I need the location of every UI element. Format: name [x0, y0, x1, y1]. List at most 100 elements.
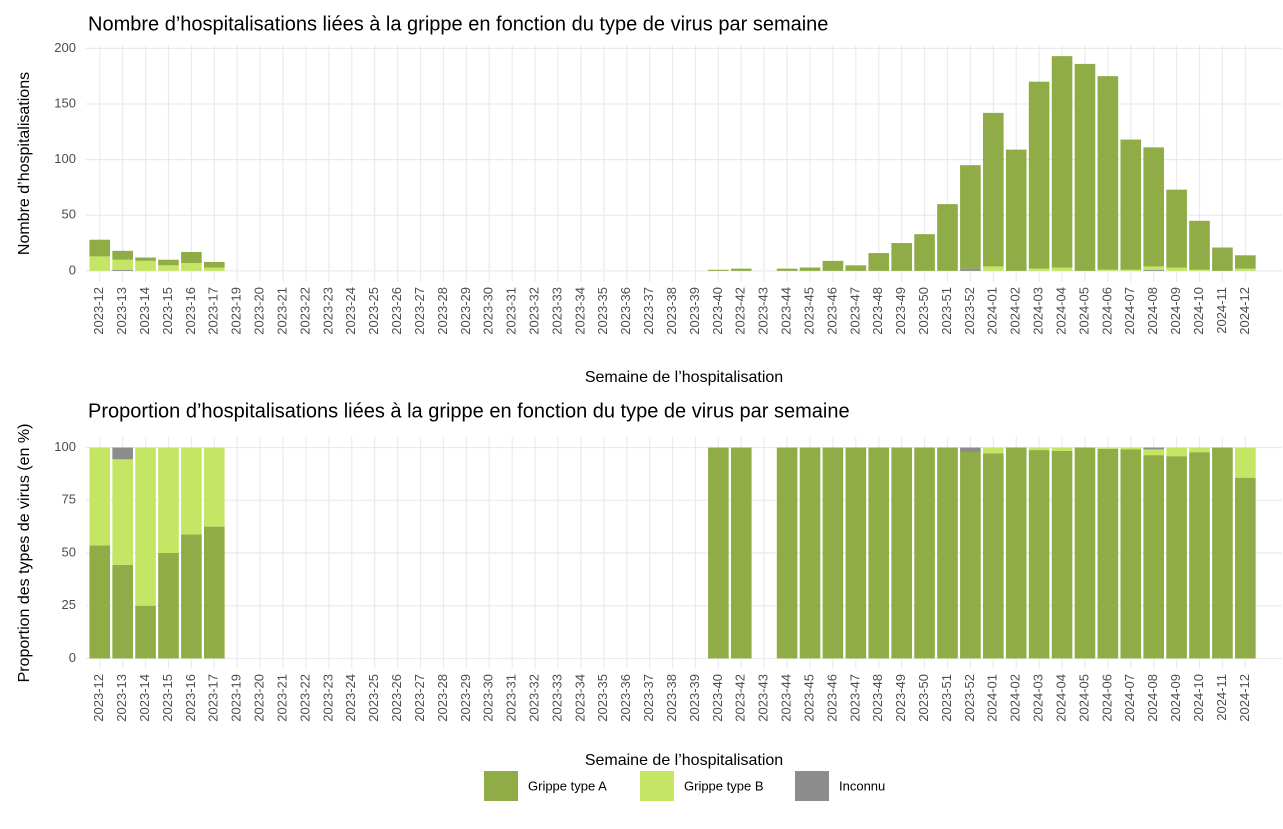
x-tick-label: 2023-46	[824, 287, 839, 335]
bar-segment	[799, 447, 821, 659]
bar-segment	[845, 265, 867, 271]
x-tick-label: 2023-30	[481, 287, 496, 335]
bar-segment	[1235, 255, 1256, 269]
bar-segment	[708, 269, 729, 271]
bar-segment	[1051, 450, 1073, 659]
bar-segment	[203, 526, 225, 659]
bar-segment	[1166, 267, 1187, 271]
bar-segment	[1097, 447, 1119, 449]
bar-segment	[181, 534, 202, 659]
x-tick-label: 2023-24	[343, 674, 358, 722]
x-tick-label: 2024-11	[1214, 287, 1229, 334]
x-tick-label: 2023-22	[297, 674, 312, 722]
bar-segment	[868, 253, 890, 271]
x-tick-label: 2023-17	[206, 674, 221, 722]
bar-segment	[1166, 456, 1187, 659]
x-tick-label: 2023-34	[572, 674, 587, 722]
x-tick-label: 2024-09	[1168, 287, 1183, 335]
bar-segment	[891, 243, 912, 271]
x-tick-label: 2023-52	[962, 287, 977, 335]
bar-segment	[1189, 269, 1210, 271]
y-tick-label: 100	[54, 151, 76, 166]
x-tick-label: 2023-44	[779, 674, 794, 722]
x-tick-label: 2023-37	[641, 287, 656, 335]
bar-segment	[1143, 269, 1165, 271]
bar-segment	[1028, 447, 1050, 451]
bar-segment	[1166, 189, 1187, 268]
bar-segment	[1143, 447, 1165, 450]
x-tick-label: 2023-24	[343, 287, 358, 335]
bar-segment	[960, 447, 981, 452]
x-tick-label: 2024-08	[1145, 674, 1160, 722]
bar-segment	[1120, 139, 1142, 270]
x-tick-label: 2023-35	[595, 287, 610, 335]
x-tick-label: 2023-38	[664, 674, 679, 722]
x-tick-label: 2024-07	[1122, 287, 1137, 335]
bar-segment	[1097, 269, 1119, 271]
bar-segment	[937, 447, 958, 659]
x-tick-label: 2023-42	[733, 674, 748, 722]
y-tick-label: 200	[54, 40, 76, 55]
x-tick-label: 2023-27	[412, 287, 427, 335]
y-tick-label: 0	[69, 650, 76, 665]
chart-title: Nombre d’hospitalisations liées à la gri…	[88, 13, 828, 35]
x-tick-label: 2023-31	[504, 287, 519, 335]
legend-swatch	[484, 771, 518, 801]
x-tick-label: 2023-16	[183, 674, 198, 722]
legend-swatch	[795, 771, 829, 801]
legend-swatch	[640, 771, 674, 801]
bar-segment	[135, 260, 156, 271]
bar-segment	[937, 204, 958, 271]
x-tick-label: 2024-05	[1076, 674, 1091, 722]
x-tick-label: 2023-15	[160, 287, 175, 335]
x-tick-label: 2023-35	[595, 674, 610, 722]
x-tick-label: 2023-15	[160, 674, 175, 722]
y-axis-label: Nombre d’hospitalisations	[16, 72, 33, 255]
bar-segment	[1212, 247, 1233, 271]
x-tick-label: 2023-44	[779, 287, 794, 335]
x-tick-label: 2023-13	[114, 674, 129, 722]
y-tick-label: 150	[54, 95, 76, 110]
legend-label: Grippe type A	[528, 778, 607, 793]
bar-segment	[983, 447, 1004, 454]
x-tick-label: 2024-06	[1099, 287, 1114, 335]
bar-segment	[112, 564, 133, 659]
x-tick-label: 2023-46	[824, 674, 839, 722]
bar-segment	[799, 267, 821, 271]
bar-segment	[203, 261, 225, 268]
bar-segment	[1120, 447, 1142, 450]
x-tick-label: 2024-02	[1008, 287, 1023, 335]
bar-segment	[203, 267, 225, 271]
x-tick-label: 2023-20	[252, 674, 267, 722]
x-tick-label: 2023-23	[320, 674, 335, 722]
bar-segment	[181, 447, 202, 535]
x-tick-label: 2023-19	[229, 674, 244, 722]
x-tick-label: 2023-36	[618, 674, 633, 722]
bar-segment	[1074, 447, 1096, 659]
chart-title: Proportion d’hospitalisations liées à la…	[88, 400, 850, 422]
x-tick-label: 2024-03	[1031, 674, 1046, 722]
bar-segment	[158, 447, 179, 553]
bar-segment	[983, 453, 1004, 659]
x-tick-label: 2023-23	[320, 287, 335, 335]
x-tick-label: 2023-50	[916, 287, 931, 335]
x-tick-label: 2023-39	[687, 287, 702, 335]
bar-segment	[112, 259, 133, 270]
x-tick-label: 2024-09	[1168, 674, 1183, 722]
bar-segment	[914, 234, 935, 271]
x-tick-label: 2023-42	[733, 287, 748, 335]
bar-segment	[845, 447, 867, 659]
x-tick-label: 2023-28	[435, 674, 450, 722]
x-tick-label: 2023-13	[114, 287, 129, 335]
x-tick-label: 2024-01	[985, 287, 1000, 335]
x-tick-label: 2024-02	[1008, 674, 1023, 722]
bar-segment	[1143, 449, 1165, 456]
bar-segment	[1005, 447, 1027, 659]
x-tick-label: 2023-22	[297, 287, 312, 335]
x-tick-label: 2023-19	[229, 287, 244, 335]
y-tick-label: 0	[69, 262, 76, 277]
x-tick-label: 2023-49	[893, 287, 908, 335]
bar-segment	[1143, 147, 1165, 267]
bar-segment	[822, 447, 844, 659]
bar-segment	[822, 260, 844, 271]
